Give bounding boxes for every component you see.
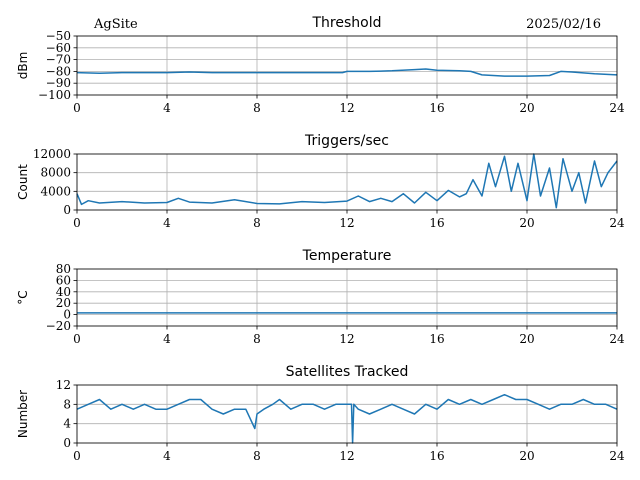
satellites-tracked-xtick-label: 4 xyxy=(163,449,171,463)
satellites-tracked-xtick-label: 0 xyxy=(73,449,81,463)
temperature-xtick-label: 4 xyxy=(163,332,171,346)
threshold-ytick-label: −90 xyxy=(46,76,71,90)
triggers-sec-ytick-label: 0 xyxy=(63,203,71,217)
satellites-tracked-ytick-label: 0 xyxy=(63,436,71,450)
satellites-tracked-ytick-label: 12 xyxy=(56,378,71,392)
threshold-xtick-label: 12 xyxy=(339,101,354,115)
triggers-sec-title: Triggers/sec xyxy=(304,133,389,149)
triggers-sec-ytick-label: 4000 xyxy=(40,184,71,198)
temperature-xtick-label: 24 xyxy=(609,332,625,346)
triggers-sec-xtick-label: 4 xyxy=(163,216,171,230)
temperature-xtick-label: 16 xyxy=(429,332,444,346)
triggers-sec-chart: 0 4 8 12 16 20 24 0 4000 8000 12000 Triggers/sec Cou… xyxy=(16,133,625,230)
triggers-sec-ytick-label: 12000 xyxy=(33,147,71,161)
temperature-ytick-label: 60 xyxy=(56,273,71,287)
triggers-sec-ytick-label: 8000 xyxy=(40,166,71,180)
threshold-xtick-label: 0 xyxy=(73,101,81,115)
threshold-ytick-label: −100 xyxy=(38,88,71,102)
satellites-tracked-xtick-label: 20 xyxy=(519,449,534,463)
threshold-xtick-label: 20 xyxy=(519,101,534,115)
triggers-sec-xtick-label: 12 xyxy=(339,216,354,230)
satellites-tracked-ytick-label: 4 xyxy=(63,417,71,431)
triggers-sec-ylabel: Count xyxy=(16,164,30,200)
threshold-chart: 0 4 8 12 16 20 24 −100−90−80−70−60−50 Threshold d… xyxy=(16,15,625,115)
triggers-sec-xtick-label: 16 xyxy=(429,216,444,230)
threshold-ytick-label: −60 xyxy=(46,41,71,55)
satellites-tracked-title: Satellites Tracked xyxy=(286,364,409,380)
site-name: AgSite xyxy=(93,17,138,32)
satellites-tracked-series-line xyxy=(76,393,618,444)
threshold-series-line xyxy=(76,68,618,77)
triggers-sec-xtick-label: 8 xyxy=(253,216,261,230)
threshold-ytick-label: −80 xyxy=(46,64,71,78)
triggers-sec-xtick-label: 20 xyxy=(519,216,534,230)
report-date: 2025/02/16 xyxy=(526,17,601,32)
satellites-tracked-ylabel: Number xyxy=(16,390,30,438)
temperature-ytick-label: 80 xyxy=(56,262,71,276)
threshold-xtick-label: 16 xyxy=(429,101,444,115)
temperature-ytick-label: −20 xyxy=(46,319,71,333)
threshold-ytick-label: −50 xyxy=(46,29,71,43)
temperature-xtick-label: 12 xyxy=(339,332,354,346)
satellites-tracked-chart: 0 4 8 12 16 20 24 0 4 8 12 Satellites Tracked Number xyxy=(16,364,625,463)
threshold-title: Threshold xyxy=(312,15,382,31)
threshold-xtick-label: 24 xyxy=(609,101,625,115)
temperature-title: Temperature xyxy=(302,248,392,264)
triggers-sec-xtick-label: 0 xyxy=(73,216,81,230)
satellites-tracked-ytick-label: 8 xyxy=(63,397,71,411)
temperature-ylabel: °C xyxy=(16,290,30,304)
temperature-xtick-label: 8 xyxy=(253,332,261,346)
triggers-sec-series-line xyxy=(76,153,618,209)
satellites-tracked-xtick-label: 12 xyxy=(339,449,354,463)
threshold-xtick-label: 8 xyxy=(253,101,261,115)
threshold-ytick-label: −70 xyxy=(46,53,71,67)
temperature-xtick-label: 20 xyxy=(519,332,534,346)
satellites-tracked-xtick-label: 24 xyxy=(609,449,625,463)
satellites-tracked-xtick-label: 8 xyxy=(253,449,261,463)
temperature-ytick-label: 20 xyxy=(56,296,71,310)
threshold-xtick-label: 4 xyxy=(163,101,171,115)
satellites-tracked-xtick-label: 16 xyxy=(429,449,444,463)
triggers-sec-xtick-label: 24 xyxy=(609,216,625,230)
temperature-ytick-label: 0 xyxy=(63,308,71,322)
temperature-ytick-label: 40 xyxy=(56,285,71,299)
temperature-xtick-label: 0 xyxy=(73,332,81,346)
threshold-ylabel: dBm xyxy=(16,52,30,80)
